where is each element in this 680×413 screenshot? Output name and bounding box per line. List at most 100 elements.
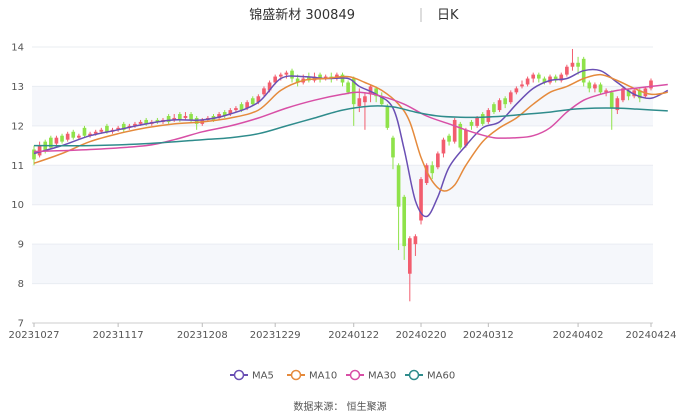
candle-body: [228, 110, 233, 115]
candle-body: [536, 74, 541, 79]
legend-marker: [233, 369, 245, 381]
candle-body: [155, 119, 160, 122]
ma10-line: [33, 73, 668, 192]
candle-body: [424, 165, 429, 184]
y-tick-label: 12: [11, 121, 24, 132]
candle: [419, 177, 423, 225]
candle: [497, 98, 502, 113]
candle-body: [99, 129, 104, 132]
y-tick-label: 13: [11, 82, 24, 93]
candle: [520, 80, 524, 89]
candle: [116, 125, 120, 132]
candle-body: [520, 84, 524, 87]
candle-body: [65, 133, 70, 140]
candle: [183, 112, 188, 120]
chart-header: 锦盛新材 300849 日K: [249, 7, 459, 23]
candle-body: [351, 78, 356, 105]
candle: [514, 86, 519, 95]
x-tick-label: 20240424: [626, 330, 677, 341]
candle-body: [183, 116, 188, 118]
candle: [217, 112, 221, 120]
candle-body: [441, 139, 446, 154]
candle-body: [609, 92, 614, 109]
candle-body: [307, 76, 311, 81]
x-tick-label: 20231117: [93, 330, 144, 341]
candle: [402, 194, 407, 260]
candle-body: [166, 116, 171, 122]
candle-body: [245, 102, 249, 109]
candle: [363, 92, 367, 130]
candle: [340, 72, 345, 87]
x-axis: 20231027 20231117 20231208 20231229 20240122…: [9, 323, 677, 341]
candle-body: [632, 90, 636, 97]
candle: [587, 80, 592, 93]
candle: [615, 96, 620, 115]
candle: [88, 131, 92, 138]
y-tick-label: 9: [18, 240, 24, 251]
chart-title: 锦盛新材 300849: [249, 7, 355, 23]
candle-body: [256, 96, 261, 103]
candle: [166, 114, 171, 124]
candle: [155, 117, 160, 124]
legend-label: MA10: [309, 371, 337, 382]
candle-body: [138, 121, 143, 124]
legend-marker: [408, 369, 420, 381]
candle-body: [290, 70, 294, 79]
legend-label: MA5: [252, 371, 274, 382]
candle-body: [469, 121, 474, 126]
candle-body: [548, 76, 552, 83]
candle: [407, 236, 412, 302]
candle-body: [492, 104, 496, 113]
candle: [250, 96, 255, 107]
plot-band: [32, 86, 653, 126]
candle: [598, 82, 603, 95]
candle-body: [32, 149, 36, 160]
candle-body: [413, 236, 418, 245]
candle: [536, 72, 541, 83]
candle: [486, 108, 491, 124]
candle: [413, 234, 418, 256]
y-axis: 7 8 9 10 11 12 13 14: [11, 43, 653, 330]
candle-body: [379, 96, 384, 105]
candle-body: [447, 135, 451, 142]
candle-body: [374, 88, 378, 97]
candle-body: [452, 119, 457, 142]
candle-body: [587, 82, 592, 89]
candle: [65, 131, 70, 142]
candle-body: [402, 196, 407, 247]
candle: [503, 96, 507, 109]
candle: [632, 88, 636, 99]
candle-body: [475, 117, 479, 126]
y-tick-label: 11: [11, 161, 24, 172]
candle: [469, 119, 474, 130]
y-tick-label: 14: [11, 43, 24, 54]
legend-label: MA60: [427, 371, 455, 382]
candle: [351, 76, 356, 126]
candle: [525, 76, 530, 87]
candle-body: [116, 127, 120, 130]
candle: [71, 129, 76, 140]
candle-body: [82, 127, 87, 136]
candle: [385, 104, 390, 130]
candle-body: [419, 179, 423, 221]
candle-body: [615, 98, 620, 111]
candle-body: [363, 96, 367, 103]
legend-item-ma60: MA60: [405, 369, 455, 382]
candle-body: [346, 82, 350, 93]
candle-body: [77, 135, 81, 138]
x-tick-label: 20231208: [177, 330, 228, 341]
candle: [480, 112, 485, 126]
candle-body: [391, 137, 395, 158]
candle: [262, 86, 266, 97]
x-tick-label: 20240402: [553, 330, 604, 341]
candle-body: [37, 145, 42, 156]
candle-body: [49, 137, 53, 148]
candle: [323, 74, 328, 81]
candle-body: [626, 90, 631, 97]
candle-body: [239, 104, 244, 111]
candle: [447, 133, 451, 146]
candle-body: [93, 131, 98, 134]
y-tick-label: 7: [18, 319, 24, 330]
candle: [37, 141, 42, 158]
